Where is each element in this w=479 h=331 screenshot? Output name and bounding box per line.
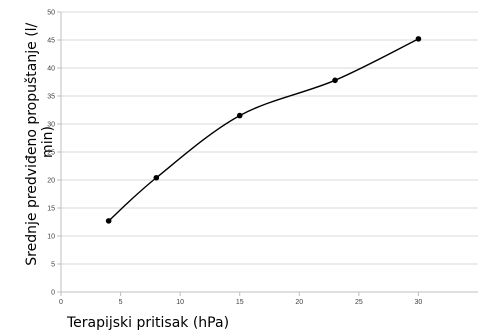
data-point-15 [236,112,243,119]
x-tick-label-20: 20 [295,299,303,306]
x-tick-label-15: 15 [236,299,244,306]
y-tick-label-35: 35 [47,94,55,101]
data-point-4 [105,218,112,224]
y-tick-label-20: 20 [47,178,55,185]
y-tick-label-40: 40 [47,66,55,73]
y-tick-label-0: 0 [51,290,55,297]
y-axis-title-line-1: Srednje predviđeno propuštanje (l/ [24,22,40,265]
data-point-8 [153,174,160,181]
y-axis-ticks: 0 5 10 15 20 25 30 35 40 45 50 [47,10,61,297]
data-point-30 [415,36,422,42]
y-tick-label-45: 45 [47,38,55,45]
gridlines [61,11,478,265]
y-tick-label-25: 25 [47,150,55,157]
x-tick-label-10: 10 [176,299,184,306]
y-tick-label-10: 10 [47,234,55,241]
x-axis-title: Terapijski pritisak (hPa) [66,315,229,331]
data-point-23 [332,77,338,84]
y-axis-title: Srednje predviđeno propuštanje (l/ min) [24,18,56,265]
x-tick-label-25: 25 [355,299,363,306]
x-tick-label-30: 30 [415,299,423,306]
x-tick-label-5: 5 [119,299,123,306]
series-line [108,38,419,222]
y-tick-label-30: 30 [47,122,55,129]
y-tick-label-50: 50 [47,10,55,17]
y-axis-title-line-2: min) [40,126,56,158]
data-points [105,36,422,224]
x-axis-ticks: 0 5 10 15 20 25 30 [59,292,422,306]
y-tick-label-5: 5 [51,262,55,269]
y-tick-label-15: 15 [47,206,55,213]
x-tick-label-0: 0 [59,299,63,306]
